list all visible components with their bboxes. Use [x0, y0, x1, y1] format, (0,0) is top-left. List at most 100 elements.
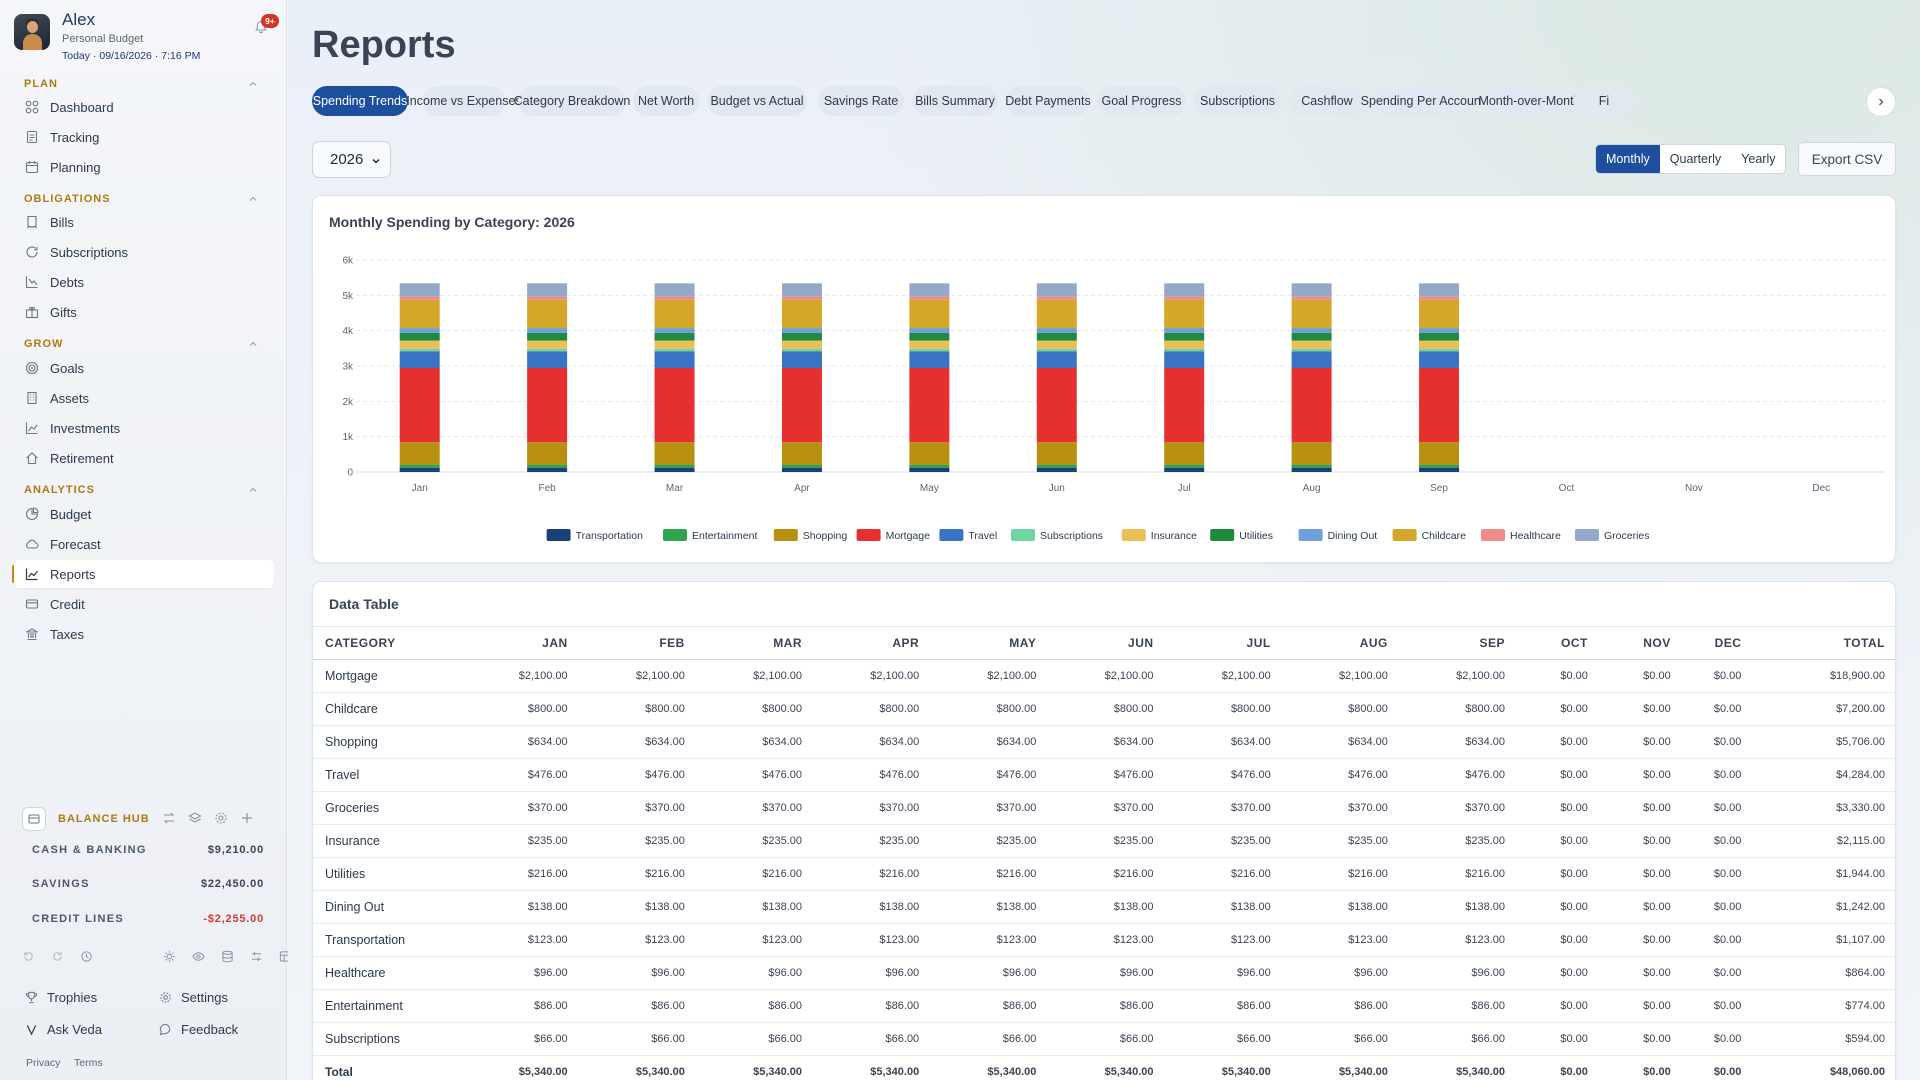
- column-header[interactable]: APR: [814, 626, 932, 660]
- bar-segment[interactable]: [654, 464, 695, 468]
- bar-segment[interactable]: [1164, 464, 1205, 468]
- chevron-up-icon[interactable]: [248, 339, 258, 349]
- bar-segment[interactable]: [654, 467, 695, 472]
- undo-icon[interactable]: [22, 950, 35, 963]
- legend-swatch[interactable]: [773, 529, 798, 541]
- gear-icon[interactable]: [214, 811, 228, 825]
- bar-segment[interactable]: [527, 340, 568, 349]
- bar-segment[interactable]: [1419, 467, 1460, 472]
- bar-segment[interactable]: [1036, 296, 1077, 300]
- sidebar-item-forecast[interactable]: Forecast: [14, 530, 274, 558]
- bar-segment[interactable]: [654, 296, 695, 300]
- bar-segment[interactable]: [527, 368, 568, 443]
- chevron-up-icon[interactable]: [248, 79, 258, 89]
- bar-segment[interactable]: [1291, 328, 1332, 333]
- bar-segment[interactable]: [1419, 340, 1460, 349]
- sidebar-item-goals[interactable]: Goals: [14, 354, 274, 382]
- bar-segment[interactable]: [1419, 332, 1460, 341]
- bar-segment[interactable]: [527, 332, 568, 341]
- tab-budget-vs-actual[interactable]: Budget vs Actual: [707, 86, 807, 116]
- bar-segment[interactable]: [527, 296, 568, 300]
- legend-swatch[interactable]: [1298, 529, 1323, 541]
- bar-segment[interactable]: [654, 283, 695, 297]
- bar-segment[interactable]: [654, 328, 695, 333]
- bar-segment[interactable]: [654, 340, 695, 349]
- bar-segment[interactable]: [654, 442, 695, 465]
- bar-segment[interactable]: [1164, 299, 1205, 329]
- column-header[interactable]: FEB: [579, 626, 697, 660]
- bar-segment[interactable]: [527, 283, 568, 297]
- tab-month-over-month[interactable]: Month-over-Month: [1478, 86, 1581, 116]
- column-header[interactable]: TOTAL: [1753, 626, 1895, 660]
- eye-icon[interactable]: [192, 950, 205, 963]
- bar-segment[interactable]: [527, 328, 568, 333]
- bar-segment[interactable]: [1164, 351, 1205, 369]
- bar-segment[interactable]: [1291, 296, 1332, 300]
- bar-segment[interactable]: [909, 368, 950, 443]
- bar-segment[interactable]: [781, 299, 822, 329]
- bar-segment[interactable]: [1036, 467, 1077, 472]
- bar-segment[interactable]: [1164, 368, 1205, 443]
- bar-segment[interactable]: [1164, 296, 1205, 300]
- bar-segment[interactable]: [1291, 283, 1332, 297]
- ask-veda-link[interactable]: Ask Veda: [24, 1022, 102, 1037]
- layers-icon[interactable]: [188, 811, 202, 825]
- section-obligations[interactable]: OBLIGATIONS: [24, 193, 111, 205]
- avatar[interactable]: [14, 14, 50, 50]
- bar-segment[interactable]: [1419, 464, 1460, 468]
- bar-segment[interactable]: [1036, 299, 1077, 329]
- bar-segment[interactable]: [399, 442, 440, 465]
- bar-segment[interactable]: [399, 296, 440, 300]
- bar-segment[interactable]: [1164, 467, 1205, 472]
- bar-segment[interactable]: [1291, 464, 1332, 468]
- history-icon[interactable]: [80, 950, 93, 963]
- terms-link[interactable]: Terms: [74, 1057, 103, 1069]
- sidebar-item-dashboard[interactable]: Dashboard: [14, 93, 274, 121]
- column-header[interactable]: DEC: [1682, 626, 1754, 660]
- bar-segment[interactable]: [909, 442, 950, 465]
- bar-segment[interactable]: [781, 332, 822, 341]
- bar-segment[interactable]: [781, 296, 822, 300]
- legend-label[interactable]: Utilities: [1239, 530, 1273, 542]
- tab-net-worth[interactable]: Net Worth: [633, 86, 699, 116]
- sliders-icon[interactable]: [250, 950, 263, 963]
- sidebar-item-budget[interactable]: Budget: [14, 500, 274, 528]
- tab-income-vs-expenses[interactable]: Income vs Expenses: [406, 86, 522, 116]
- section-grow[interactable]: GROW: [24, 338, 64, 350]
- bar-segment[interactable]: [1164, 442, 1205, 465]
- bar-segment[interactable]: [1419, 351, 1460, 369]
- bar-segment[interactable]: [909, 467, 950, 472]
- bar-segment[interactable]: [909, 283, 950, 297]
- bar-segment[interactable]: [781, 464, 822, 468]
- bar-segment[interactable]: [654, 368, 695, 443]
- bar-segment[interactable]: [1036, 368, 1077, 443]
- sidebar-item-subscriptions[interactable]: Subscriptions: [14, 238, 274, 266]
- tab-cashflow[interactable]: Cashflow: [1289, 86, 1365, 116]
- bar-segment[interactable]: [781, 368, 822, 443]
- bar-segment[interactable]: [1036, 328, 1077, 333]
- bar-segment[interactable]: [781, 467, 822, 472]
- bar-segment[interactable]: [1036, 340, 1077, 349]
- chevron-up-icon[interactable]: [248, 194, 258, 204]
- export-csv-button[interactable]: Export CSV: [1798, 142, 1896, 176]
- column-header[interactable]: CATEGORY: [313, 626, 465, 660]
- settings-link[interactable]: Settings: [158, 990, 228, 1005]
- bar-segment[interactable]: [909, 351, 950, 369]
- bar-segment[interactable]: [527, 467, 568, 472]
- column-header[interactable]: JUN: [1048, 626, 1166, 660]
- bar-segment[interactable]: [1291, 332, 1332, 341]
- legend-swatch[interactable]: [1121, 529, 1146, 541]
- tab-debt-payments[interactable]: Debt Payments: [1005, 86, 1091, 116]
- sidebar-item-planning[interactable]: Planning: [14, 153, 274, 181]
- wallet-icon[interactable]: [22, 807, 46, 831]
- column-header[interactable]: JUL: [1165, 626, 1283, 660]
- bar-segment[interactable]: [654, 351, 695, 369]
- legend-label[interactable]: Mortgage: [886, 530, 931, 542]
- sidebar-item-credit[interactable]: Credit: [14, 590, 274, 618]
- column-header[interactable]: MAR: [696, 626, 815, 660]
- bar-segment[interactable]: [399, 299, 440, 329]
- bar-segment[interactable]: [654, 299, 695, 329]
- legend-label[interactable]: Childcare: [1422, 530, 1467, 542]
- sidebar-item-retirement[interactable]: Retirement: [14, 444, 274, 472]
- legend-swatch[interactable]: [1210, 529, 1235, 541]
